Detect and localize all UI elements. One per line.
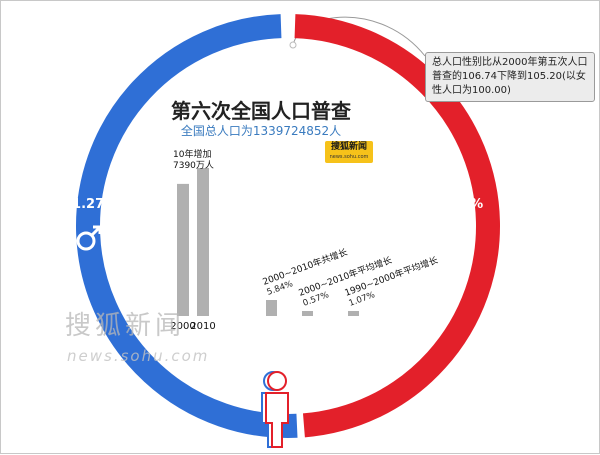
population-bar-label-2010: 2010 — [190, 321, 215, 332]
population-bar-2000 — [177, 183, 189, 316]
sex-ratio-callout: 总人口性别比从2000年第五次人口普查的106.74下降到105.20(以女性人… — [425, 52, 595, 102]
donut-segment-female — [294, 14, 500, 438]
watermark-name: 搜狐新闻 — [65, 311, 186, 341]
population-increase-annotation: 7390万人 — [173, 160, 214, 171]
page-subtitle: 全国总人口为1339724852人 — [180, 124, 342, 138]
female-symbol-icon — [446, 223, 472, 249]
donut-segment-male — [76, 14, 298, 438]
growth-bar-2 — [302, 311, 313, 316]
male-percentage-label: 51.27% — [63, 197, 118, 212]
callout-anchor-dot — [289, 41, 297, 49]
logo-url: news.sohu.com — [329, 154, 369, 160]
sohu-news-logo: 搜狐新闻 news.sohu.com — [325, 141, 373, 163]
population-bar-2010 — [197, 168, 209, 316]
population-bar-label-2000: 2000 — [170, 321, 195, 332]
page-title: 第六次全国人口普查 — [171, 99, 351, 123]
person-icon — [261, 371, 289, 448]
watermark-url: news.sohu.com — [67, 347, 210, 365]
logo-name: 搜狐新闻 — [330, 142, 367, 152]
male-symbol-icon — [76, 225, 102, 251]
female-percentage-label: 48.73% — [429, 197, 484, 212]
growth-rate-bar-chart: 5.84%2000~2010年共增长0.57%2000~2010年平均增长1.0… — [261, 246, 439, 316]
growth-bar-3 — [348, 311, 359, 316]
population-increase-annotation: 10年增加 — [173, 148, 211, 160]
growth-bar-1 — [266, 300, 277, 316]
